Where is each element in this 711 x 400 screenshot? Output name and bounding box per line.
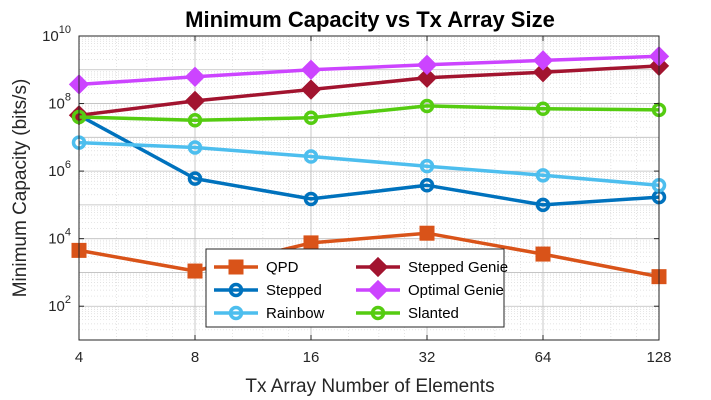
- legend: QPD Stepped Rainbow Stepped Genie Optimal Ge…: [205, 248, 508, 328]
- legend-swatch-marker: [367, 279, 389, 301]
- series-line-stepped: [78, 113, 660, 207]
- legend-entry-stepped: Stepped: [214, 282, 322, 299]
- data-point-rainbow: [303, 149, 319, 164]
- x-axis-label: Tx Array Number of Elements: [245, 376, 494, 397]
- axes-box: [78, 35, 660, 341]
- axes: [78, 35, 660, 341]
- x-tick-label: 32: [419, 349, 436, 366]
- legend-label: Stepped Genie: [408, 259, 508, 276]
- legend-label: Stepped: [266, 282, 322, 299]
- legend-entry-rainbow: Rainbow: [214, 305, 325, 322]
- series-line-qpd: [78, 231, 660, 279]
- data-point-qpd: [187, 263, 203, 279]
- data-point-qpd: [535, 246, 551, 262]
- legend-label: QPD: [266, 259, 299, 276]
- data-point-stepped: [187, 171, 203, 186]
- series-line-rainbow: [78, 140, 660, 188]
- legend-entry-stepped-genie: Stepped Genie: [356, 256, 508, 278]
- x-tick-label: 16: [303, 349, 320, 366]
- data-point-stepped: [419, 178, 435, 193]
- x-tick-label: 128: [646, 349, 671, 366]
- y-tick-label: 102: [48, 294, 71, 315]
- y-tick-label: 106: [48, 159, 71, 180]
- series-qpd: [71, 225, 667, 285]
- data-point-stepped: [535, 197, 551, 213]
- series-line-stepped-genie: [78, 64, 660, 118]
- legend-entry-optimal-genie: Optimal Genie: [356, 279, 504, 301]
- data-point-rainbow: [187, 140, 203, 155]
- data-point-stepped-genie: [184, 90, 206, 112]
- legend-label: Optimal Genie: [408, 282, 504, 299]
- data-point-slanted: [303, 110, 319, 125]
- y-tick-label: 108: [48, 92, 71, 113]
- tick-labels: 4 8 16 32 64 128 102 104 106 108 1010: [42, 24, 671, 366]
- legend-swatch-marker: [228, 259, 244, 275]
- series-line-optimal-genie: [78, 54, 660, 87]
- data-point-qpd: [303, 235, 319, 251]
- data-point-optimal-genie: [416, 54, 438, 75]
- legend-label: Slanted: [408, 305, 459, 322]
- x-tick-label: 8: [191, 349, 199, 366]
- data-point-qpd: [419, 225, 435, 241]
- series-line-slanted: [78, 104, 660, 123]
- legend-swatch-marker: [228, 305, 244, 321]
- data-point-stepped: [303, 191, 319, 207]
- data-point-stepped-genie: [300, 79, 322, 100]
- y-tick-label: 1010: [42, 24, 71, 45]
- x-tick-label: 64: [535, 349, 552, 366]
- legend-swatch-marker: [367, 256, 389, 278]
- series-stepped: [71, 108, 667, 213]
- data-point-slanted: [419, 98, 435, 114]
- legend-entry-slanted: Slanted: [356, 305, 459, 322]
- data-point-optimal-genie: [532, 50, 554, 71]
- legend-swatch-marker: [228, 282, 244, 298]
- x-tick-label: 4: [75, 349, 83, 366]
- data-point-rainbow: [535, 168, 551, 183]
- legend-label: Rainbow: [266, 305, 325, 322]
- data-point-slanted: [187, 113, 203, 128]
- data-point-stepped-genie: [532, 62, 554, 83]
- data-point-rainbow: [419, 158, 435, 174]
- chart-title: Minimum Capacity vs Tx Array Size: [185, 7, 555, 32]
- series-rainbow: [71, 135, 667, 193]
- legend-entry-qpd: QPD: [214, 259, 299, 276]
- legend-swatch-marker: [370, 305, 386, 321]
- data-point-stepped-genie: [416, 67, 438, 88]
- data-point-optimal-genie: [300, 59, 322, 80]
- y-tick-label: 104: [48, 227, 71, 248]
- y-axis-label: Minimum Capacity (bits/s): [10, 79, 31, 298]
- data-point-slanted: [535, 101, 551, 117]
- data-point-optimal-genie: [184, 66, 206, 87]
